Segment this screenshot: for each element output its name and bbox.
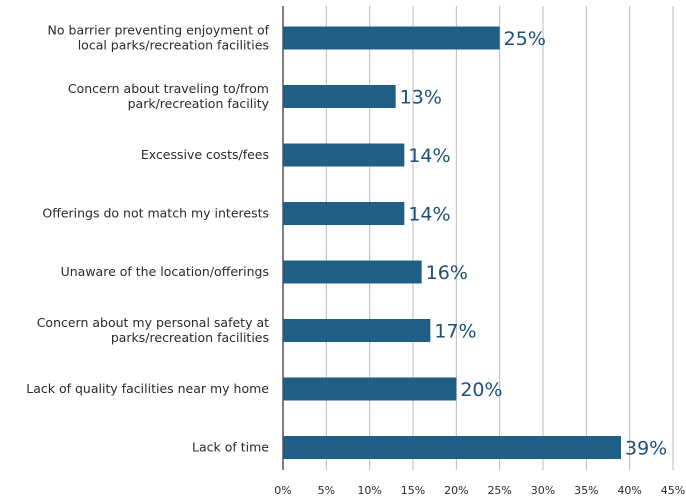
bar — [283, 377, 457, 401]
category-label: parks/recreation facilities — [111, 330, 269, 345]
bar — [283, 202, 405, 225]
category-label: Concern about my personal safety at — [37, 315, 269, 330]
value-label: 13% — [400, 87, 442, 109]
value-label: 17% — [434, 321, 476, 343]
value-label: 16% — [426, 262, 468, 284]
category-label: Lack of quality facilities near my home — [26, 381, 269, 396]
x-tick-label: 25% — [487, 484, 511, 497]
value-label: 14% — [408, 204, 450, 226]
x-tick-label: 10% — [357, 484, 381, 497]
category-label: Concern about traveling to/from — [68, 81, 269, 96]
bar — [283, 260, 422, 284]
bar — [283, 26, 500, 50]
category-label: Unaware of the location/offerings — [61, 264, 269, 279]
category-label: Excessive costs/fees — [141, 147, 269, 162]
x-tick-label: 45% — [661, 484, 685, 497]
category-label: local parks/recreation facilities — [78, 38, 269, 53]
x-tick-label: 35% — [574, 484, 598, 497]
category-label: No barrier preventing enjoyment of — [48, 23, 270, 38]
bar — [283, 85, 396, 108]
category-label: park/recreation facility — [128, 96, 270, 111]
value-label: 14% — [408, 145, 450, 167]
bar — [283, 436, 621, 459]
x-tick-label: 30% — [531, 484, 555, 497]
value-label: 25% — [504, 28, 546, 50]
x-tick-label: 20% — [444, 484, 468, 497]
x-tick-label: 15% — [401, 484, 425, 497]
category-label: Lack of time — [192, 440, 269, 455]
value-label: 39% — [625, 438, 667, 460]
bar — [283, 143, 405, 167]
bar — [283, 319, 431, 342]
x-tick-label: 40% — [617, 484, 641, 497]
x-tick-label: 0% — [274, 484, 291, 497]
value-label: 20% — [460, 379, 502, 401]
x-tick-label: 5% — [318, 484, 335, 497]
category-label: Offerings do not match my interests — [42, 206, 269, 221]
